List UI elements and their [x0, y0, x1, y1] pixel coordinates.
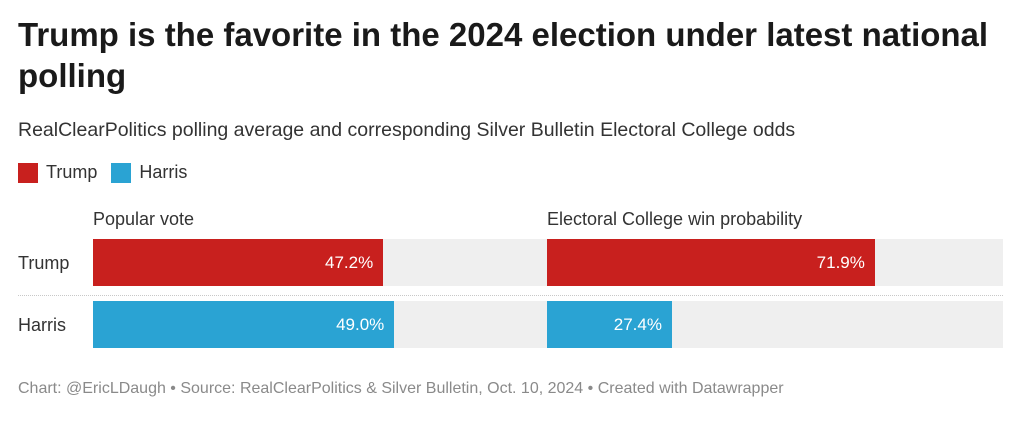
chart-subtitle: RealClearPolitics polling average and co… — [18, 119, 796, 141]
legend-label-trump: Trump — [46, 162, 98, 182]
legend-item-trump: Trump — [18, 162, 97, 183]
bar-label-popular-vote-trump: 47.2% — [325, 253, 374, 272]
legend-swatch-harris — [111, 162, 132, 183]
legend-item-harris: Harris — [111, 162, 187, 183]
bar-electoral-harris — [547, 301, 672, 348]
bar-electoral-trump — [547, 239, 875, 286]
bar-popular-vote-trump — [93, 239, 384, 286]
panel-header-electoral-college: Electoral College win probability — [547, 209, 803, 229]
legend-swatch-trump — [18, 162, 38, 183]
legend-label-harris: Harris — [139, 162, 188, 182]
track-electoral-harris: 27.4% — [547, 301, 1003, 348]
chart-title: Trump is the favorite in the 2024 electi… — [18, 16, 989, 94]
row-divider — [18, 295, 1003, 296]
chart-footer: Chart: @EricLDaugh • Source: RealClearPo… — [18, 380, 784, 397]
row-label-harris: Harris — [18, 315, 66, 335]
bar-label-electoral-harris: 27.4% — [613, 315, 662, 334]
row-label-trump: Trump — [18, 253, 70, 273]
bar-popular-vote-harris — [93, 301, 395, 348]
bar-label-popular-vote-harris: 49.0% — [336, 315, 385, 334]
bar-label-electoral-trump: 71.9% — [816, 253, 865, 272]
panel-header-popular-vote: Popular vote — [93, 209, 195, 229]
track-electoral-trump: 71.9% — [547, 239, 1003, 286]
legend: Trump Harris — [18, 162, 201, 183]
